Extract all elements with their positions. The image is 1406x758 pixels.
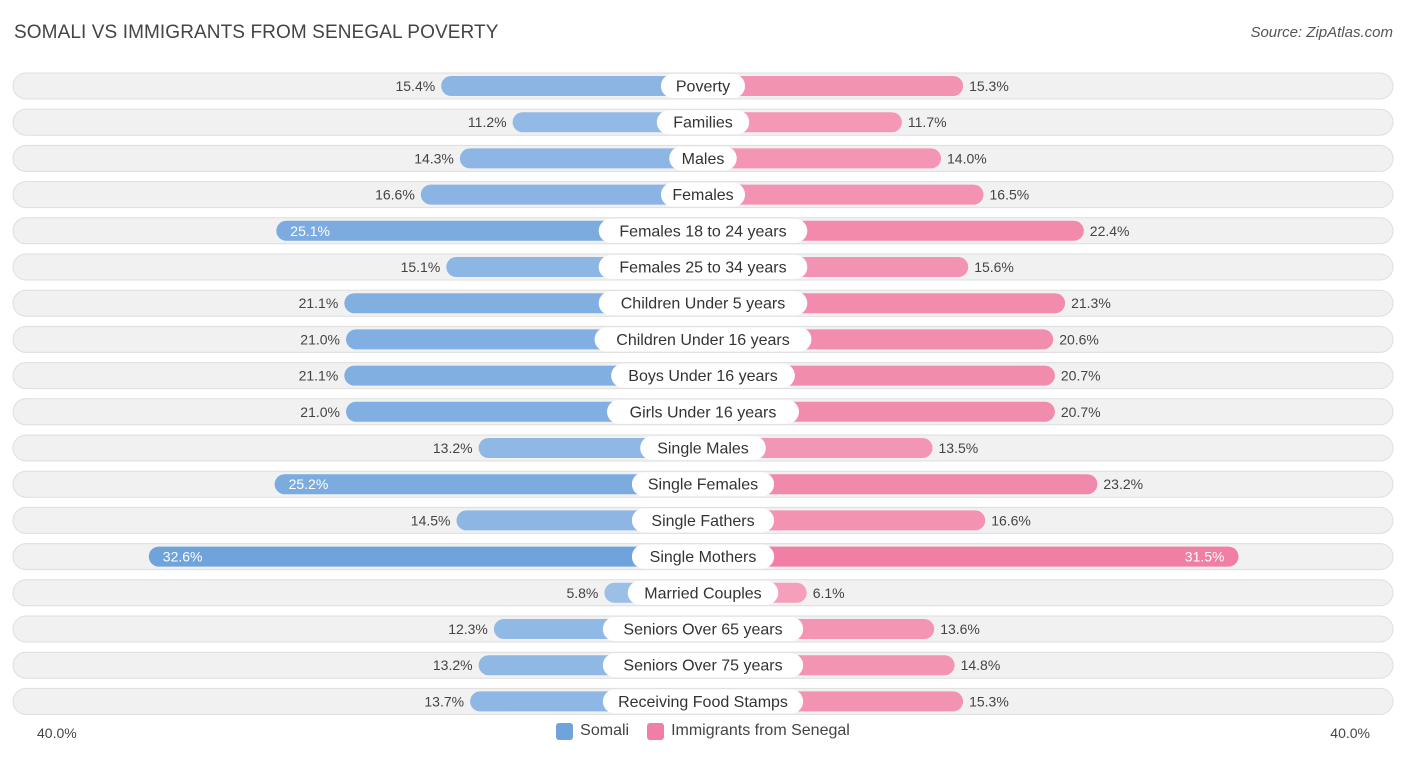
value-label-somali: 16.6% (375, 187, 415, 203)
bar-senegal (693, 474, 1098, 495)
category-label: Single Males (657, 441, 749, 458)
axis-right-label: 40.0% (1330, 725, 1370, 741)
bar-somali (420, 184, 713, 205)
category-label: Married Couples (644, 585, 761, 602)
axis-left-label: 40.0% (37, 725, 77, 741)
category-pill (602, 689, 804, 714)
value-label-somali: 15.4% (395, 78, 435, 94)
value-label-somali: 21.1% (299, 368, 339, 384)
bar-somali (441, 76, 713, 96)
category-pill (607, 399, 799, 424)
value-label-senegal: 6.1% (813, 585, 845, 601)
category-label: Seniors Over 65 years (623, 622, 782, 639)
value-label-somali: 21.0% (300, 331, 340, 347)
category-label: Single Females (648, 477, 758, 494)
bar-senegal (693, 76, 964, 96)
category-pill (669, 146, 737, 171)
category-label: Males (682, 151, 725, 168)
source-label: Source: ZipAtlas.com (1250, 24, 1393, 41)
value-label-somali: 21.0% (300, 404, 340, 420)
category-label: Females 18 to 24 years (619, 223, 786, 240)
value-label-senegal: 21.3% (1071, 295, 1111, 311)
category-label: Boys Under 16 years (628, 368, 777, 385)
value-label-somali: 15.1% (401, 259, 441, 275)
value-label-senegal: 15.3% (969, 78, 1009, 94)
legend-item-somali: Somali (556, 722, 629, 740)
category-pill (660, 74, 746, 98)
value-label-somali: 14.5% (411, 512, 451, 528)
legend-label-somali: Somali (580, 722, 630, 739)
category-pill (640, 436, 766, 460)
value-label-somali: 25.1% (290, 223, 330, 239)
category-pill (631, 472, 775, 497)
category-label: Poverty (676, 79, 730, 96)
value-label-somali: 21.1% (299, 295, 339, 311)
value-label-somali: 14.3% (414, 150, 454, 166)
value-label-somali: 13.2% (433, 440, 473, 456)
value-label-senegal: 23.2% (1103, 476, 1143, 492)
category-label: Families (673, 115, 733, 132)
value-label-somali: 13.2% (433, 657, 473, 673)
category-pill (594, 327, 812, 352)
bar-senegal (693, 184, 984, 205)
category-pill (656, 110, 750, 135)
category-label: Females (672, 187, 733, 204)
category-label: Children Under 16 years (616, 332, 789, 349)
value-label-senegal: 14.0% (947, 150, 987, 166)
category-label: Children Under 5 years (621, 296, 786, 313)
legend-label-senegal: Immigrants from Senegal (671, 722, 850, 739)
category-pill (627, 580, 779, 605)
diverging-bar-chart: Poverty 15.4% 15.3% Families 11.2% 11.7% Males… (12, 72, 1394, 715)
category-pill (598, 291, 808, 316)
bar-senegal (693, 148, 941, 169)
value-label-senegal: 11.7% (908, 114, 947, 130)
legend-item-senegal: Immigrants from Senegal (647, 722, 850, 740)
value-label-senegal: 16.6% (991, 512, 1031, 528)
value-label-senegal: 16.5% (990, 187, 1030, 203)
category-pill (631, 544, 775, 569)
value-label-senegal: 22.4% (1090, 223, 1130, 239)
category-pill (602, 617, 804, 641)
value-label-somali: 25.2% (289, 476, 329, 492)
category-label: Girls Under 16 years (630, 404, 777, 421)
value-label-senegal: 31.5% (1185, 549, 1225, 565)
category-pill (660, 182, 746, 207)
category-label: Receiving Food Stamps (618, 694, 788, 711)
category-pill (598, 218, 808, 243)
value-label-senegal: 15.3% (969, 693, 1009, 709)
value-label-somali: 11.2% (468, 114, 507, 130)
value-label-senegal: 20.7% (1061, 404, 1101, 420)
legend: Somali Immigrants from Senegal (0, 722, 1406, 740)
value-label-somali: 12.3% (448, 621, 488, 637)
bar-somali (459, 148, 713, 169)
category-label: Single Fathers (651, 513, 754, 530)
value-label-senegal: 13.5% (939, 440, 979, 456)
bar-senegal (693, 546, 1239, 567)
bar-somali (274, 474, 713, 495)
value-label-senegal: 20.7% (1061, 368, 1101, 384)
value-label-senegal: 20.6% (1059, 331, 1099, 347)
value-label-somali: 5.8% (566, 585, 598, 601)
value-label-senegal: 15.6% (974, 259, 1014, 275)
value-label-somali: 32.6% (163, 549, 203, 565)
category-pill (631, 508, 775, 533)
value-label-somali: 13.7% (424, 693, 464, 709)
category-label: Seniors Over 75 years (623, 658, 782, 675)
value-label-senegal: 13.6% (940, 621, 980, 637)
category-pill (602, 653, 804, 678)
category-label: Single Mothers (650, 549, 757, 566)
legend-swatch-senegal (647, 722, 665, 740)
category-pill (598, 255, 808, 279)
value-label-senegal: 14.8% (961, 657, 1001, 673)
category-pill (611, 363, 795, 388)
category-label: Females 25 to 34 years (619, 260, 786, 277)
chart-title: SOMALI VS IMMIGRANTS FROM SENEGAL POVERT… (14, 22, 499, 43)
legend-swatch-somali (556, 722, 574, 740)
bar-somali (148, 546, 714, 567)
